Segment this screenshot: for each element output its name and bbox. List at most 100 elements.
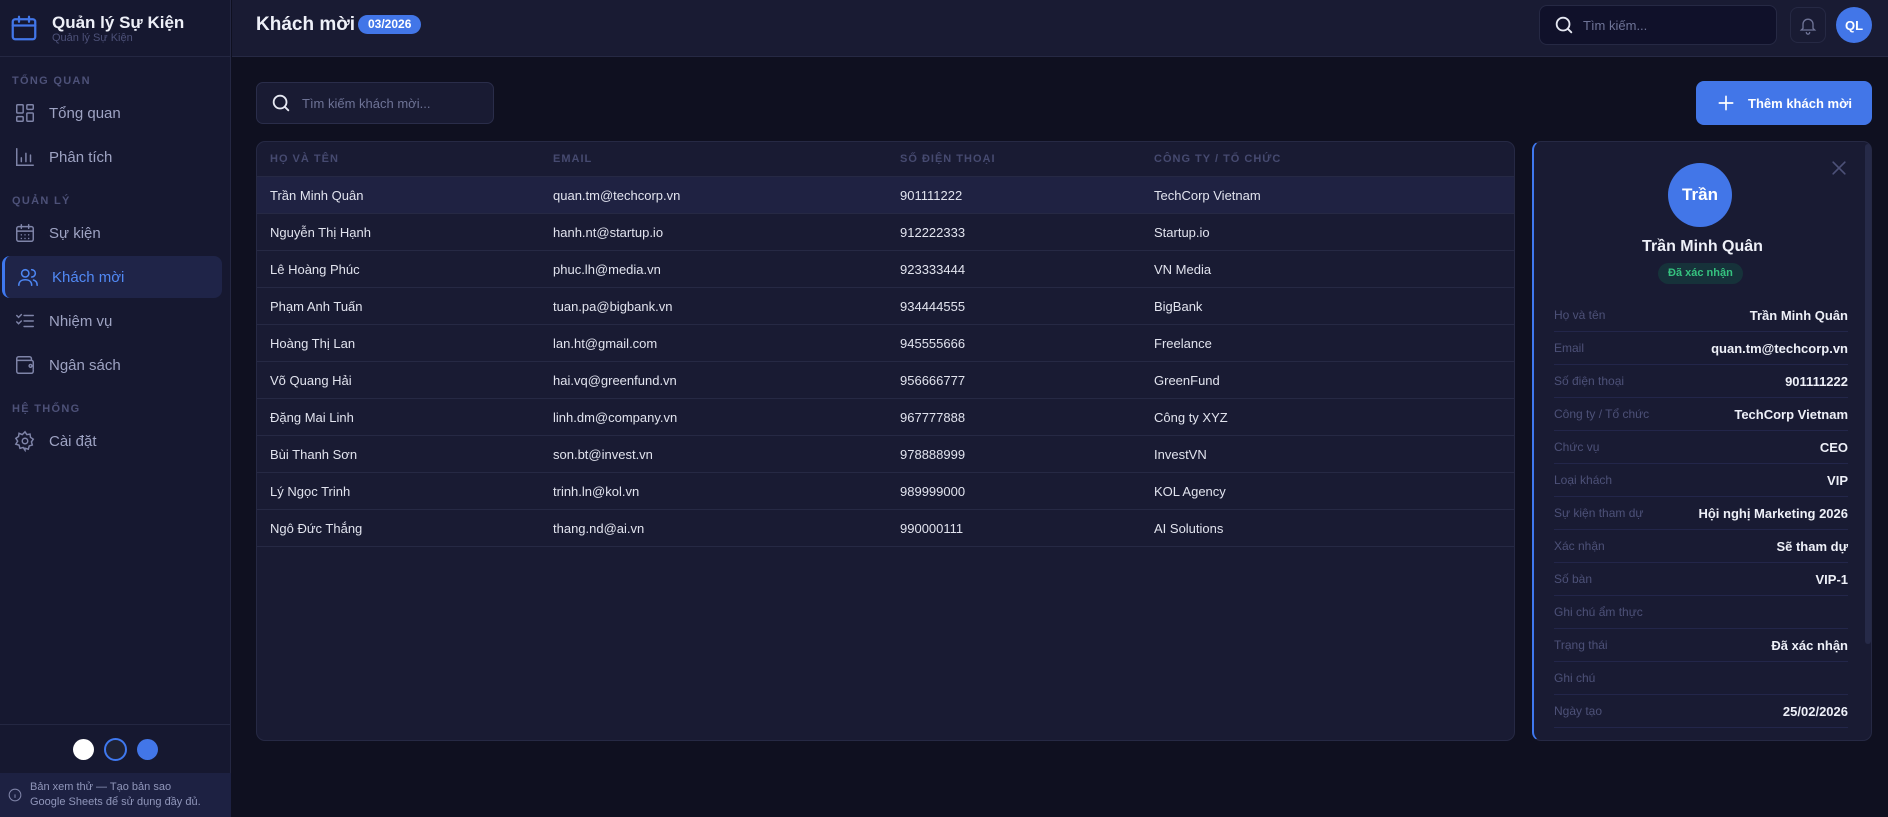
cell-name: Lê Hoàng Phúc [270, 261, 360, 277]
guest-detail-panel: Trần Trần Minh Quân Đã xác nhận Họ và tê… [1532, 141, 1872, 741]
table-row[interactable]: Võ Quang Hải hai.vq@greenfund.vn 956666777… [257, 362, 1514, 399]
cell-email: lan.ht@gmail.com [553, 335, 658, 351]
cell-phone: 912222333 [900, 224, 966, 240]
cell-phone: 956666777 [900, 372, 966, 388]
status-badge: Đã xác nhận [1658, 263, 1743, 284]
sidebar-item-budget[interactable]: Ngân sách [2, 344, 222, 386]
dashboard-icon [16, 104, 34, 122]
cell-email: tuan.pa@bigbank.vn [553, 298, 673, 314]
detail-field: Ngày tạo 25/02/2026 [1554, 695, 1848, 728]
cell-phone: 945555666 [900, 335, 966, 351]
field-label: Email [1554, 341, 1585, 355]
user-avatar[interactable]: QL [1836, 7, 1872, 43]
cell-email: quan.tm@techcorp.vn [553, 187, 681, 203]
cell-phone: 901111222 [900, 187, 963, 203]
table-row[interactable]: Nguyễn Thị Hạnh hanh.nt@startup.io 9122223… [257, 214, 1514, 251]
detail-field: Chức vụ CEO [1554, 431, 1848, 464]
sidebar-item-label: Ngân sách [49, 356, 121, 374]
field-value: quan.tm@techcorp.vn [1711, 340, 1848, 356]
cell-name: Phạm Anh Tuấn [270, 298, 363, 314]
detail-field: Số điện thoại 901111222 [1554, 365, 1848, 398]
guest-table: HỌ VÀ TÊN EMAIL SỐ ĐIỆN THOẠI CÔNG TY / … [256, 141, 1515, 741]
theme-switcher [0, 724, 231, 773]
cell-name: Trần Minh Quân [270, 187, 364, 203]
field-value: Hội nghị Marketing 2026 [1698, 505, 1848, 521]
column-header-phone[interactable]: SỐ ĐIỆN THOẠI [900, 153, 996, 165]
detail-field: Họ và tên Trần Minh Quân [1554, 299, 1848, 332]
wallet-icon [16, 356, 34, 374]
sidebar-item-overview[interactable]: Tổng quan [2, 92, 222, 134]
sidebar-item-label: Nhiệm vụ [49, 312, 113, 330]
detail-field: Xác nhận Sẽ tham dự [1554, 530, 1848, 563]
field-label: Chức vụ [1554, 440, 1600, 454]
column-header-company[interactable]: CÔNG TY / TỔ CHỨC [1154, 153, 1282, 165]
cell-company: BigBank [1154, 298, 1203, 314]
add-guest-button[interactable]: Thêm khách mời [1696, 81, 1872, 125]
field-label: Số điện thoại [1554, 374, 1625, 388]
sidebar-item-label: Tổng quan [49, 104, 121, 122]
sidebar-item-guests[interactable]: Khách mời [2, 256, 222, 298]
theme-blue-swatch[interactable] [137, 738, 158, 760]
theme-light-swatch[interactable] [73, 738, 94, 760]
cell-phone: 934444555 [900, 298, 966, 314]
cell-phone: 989999000 [900, 483, 966, 499]
field-label: Xác nhận [1554, 539, 1605, 553]
theme-dark-swatch[interactable] [104, 737, 127, 761]
sidebar-item-label: Sự kiện [49, 224, 101, 242]
column-header-name[interactable]: HỌ VÀ TÊN [270, 153, 339, 165]
cell-company: VN Media [1154, 261, 1212, 277]
table-row[interactable]: Trần Minh Quân quan.tm@techcorp.vn 9011112… [257, 177, 1514, 214]
section-label-overview: TỔNG QUAN [12, 75, 91, 87]
detail-field: Ghi chú ẩm thực [1554, 596, 1848, 629]
guest-search[interactable] [256, 82, 494, 124]
sidebar: Quản lý Sự Kiện Quản lý Sự Kiện TỔNG QUA… [0, 0, 231, 817]
cell-email: phuc.lh@media.vn [553, 261, 661, 277]
checklist-icon [16, 313, 34, 328]
notice-line-2: Google Sheets để sử dụng đầy đủ. [30, 796, 201, 808]
table-row[interactable]: Hoàng Thị Lan lan.ht@gmail.com 945555666 Fr… [257, 325, 1514, 362]
info-icon [8, 788, 22, 802]
top-header: Khách mời 03/2026 QL [232, 0, 1888, 57]
guest-name: Trần Minh Quân [1642, 238, 1763, 255]
notifications-button[interactable] [1790, 7, 1826, 43]
close-icon[interactable] [1829, 158, 1849, 178]
detail-field: Ghi chú [1554, 662, 1848, 695]
page-title: Khách mời [256, 14, 356, 35]
field-value: Sẽ tham dự [1776, 538, 1848, 554]
cell-company: GreenFund [1154, 372, 1220, 388]
cell-phone: 923333444 [900, 261, 966, 277]
global-search[interactable] [1539, 5, 1777, 45]
table-row[interactable]: Lê Hoàng Phúc phuc.lh@media.vn 923333444 VN… [257, 251, 1514, 288]
table-row[interactable]: Ngô Đức Thắng thang.nd@ai.vn 990000111 AI S… [257, 510, 1514, 547]
table-header: HỌ VÀ TÊN EMAIL SỐ ĐIỆN THOẠI CÔNG TY / … [257, 142, 1514, 177]
detail-field: Loại khách VIP [1554, 464, 1848, 497]
bar-chart-icon [16, 148, 34, 166]
cell-name: Ngô Đức Thắng [270, 520, 363, 536]
sidebar-item-analytics[interactable]: Phân tích [2, 136, 222, 178]
table-row[interactable]: Lý Ngọc Trinh trinh.ln@kol.vn 989999000 KOL… [257, 473, 1514, 510]
sidebar-item-settings[interactable]: Cài đặt [2, 420, 222, 462]
brand-title: Quản lý Sự Kiện [52, 12, 185, 32]
notice-line-1: Bản xem thử — Tạo bản sao [30, 781, 172, 793]
sidebar-item-tasks[interactable]: Nhiệm vụ [2, 300, 222, 342]
field-value: Trần Minh Quân [1749, 307, 1848, 323]
field-value: 901111222 [1785, 373, 1848, 389]
cell-email: thang.nd@ai.vn [553, 520, 645, 536]
plus-icon [1718, 95, 1734, 111]
cell-name: Lý Ngọc Trinh [270, 483, 351, 499]
cell-email: linh.dm@company.vn [553, 409, 678, 425]
table-row[interactable]: Phạm Anh Tuấn tuan.pa@bigbank.vn 934444555… [257, 288, 1514, 325]
column-header-email[interactable]: EMAIL [553, 153, 593, 165]
sidebar-item-events[interactable]: Sự kiện [2, 212, 222, 254]
field-value: VIP-1 [1815, 571, 1848, 587]
detail-scrollbar[interactable] [1865, 144, 1871, 644]
preview-notice: Bản xem thử — Tạo bản sao Google Sheets … [0, 773, 231, 817]
cell-company: Startup.io [1154, 224, 1210, 240]
search-icon [272, 94, 290, 112]
cell-company: InvestVN [1154, 446, 1207, 462]
global-search-input[interactable] [1583, 17, 1763, 33]
table-row[interactable]: Đặng Mai Linh linh.dm@company.vn 967777888… [257, 399, 1514, 436]
guest-search-input[interactable] [302, 95, 482, 111]
table-row[interactable]: Bùi Thanh Sơn son.bt@invest.vn 978888999 In… [257, 436, 1514, 473]
sidebar-item-label: Cài đặt [49, 432, 97, 450]
